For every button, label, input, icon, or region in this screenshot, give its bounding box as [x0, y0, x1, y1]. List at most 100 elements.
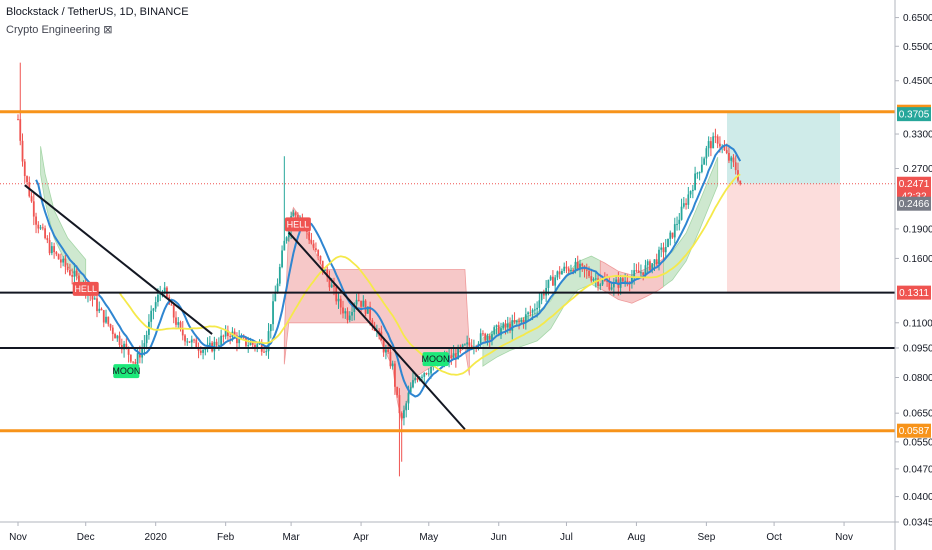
position-target-zone — [727, 111, 840, 184]
candle-body — [563, 266, 566, 272]
long-position-tool[interactable] — [0, 111, 895, 293]
candle-body — [236, 335, 238, 344]
time-tick-label: Jun — [491, 532, 507, 543]
price-tick-label: 0.0950 — [903, 343, 932, 354]
price-axis[interactable]: 0.6500 0.5500 0.4500 0.3300 0.2700 0.1900 0.16… — [894, 0, 932, 550]
candle-body — [337, 298, 340, 302]
candle-body — [405, 403, 408, 411]
candle-body — [394, 363, 396, 387]
price-tick-label: 0.2700 — [903, 164, 932, 175]
candle-body — [351, 312, 353, 316]
candle-body — [78, 275, 80, 287]
time-tick-label: Oct — [766, 532, 782, 543]
candle-body — [46, 238, 49, 241]
candle-body — [522, 319, 525, 324]
price-tag-label: 0.3705 — [899, 110, 930, 121]
candle-body — [680, 206, 683, 220]
candle-body — [384, 349, 387, 353]
candle-body — [62, 258, 65, 263]
candle-body — [32, 201, 35, 217]
signals: HELL MOON HELL MOON — [72, 217, 450, 379]
candle-body — [202, 349, 204, 353]
candle-body — [513, 320, 516, 323]
candle-body — [423, 373, 426, 377]
candle-body — [114, 334, 116, 339]
candle-body — [143, 343, 146, 348]
candle-body — [123, 343, 125, 350]
price-tick-label: 0.0550 — [903, 437, 932, 448]
candle-body — [326, 269, 329, 278]
candle-body — [493, 327, 496, 335]
candle-body — [242, 337, 245, 339]
candle-body — [328, 277, 331, 288]
time-tick-label: Dec — [77, 532, 95, 543]
candle-body — [227, 330, 229, 337]
time-axis[interactable]: Nov Dec 2020 Feb Mar Apr May Jun Jul Aug Sep Oct Nov — [0, 521, 895, 543]
candle-body — [491, 334, 493, 340]
signal-badge — [422, 352, 449, 367]
candle-body — [342, 307, 344, 314]
signal-label: MOON — [422, 354, 450, 364]
candle-body — [463, 344, 466, 346]
candle-body — [723, 146, 726, 151]
candle-body — [154, 302, 157, 309]
candle-body — [125, 343, 128, 348]
candle-body — [574, 261, 577, 272]
candle-body — [603, 280, 606, 282]
candle-body — [556, 271, 559, 278]
candle-body — [581, 263, 584, 266]
candle-body — [482, 333, 484, 335]
candle-body — [495, 325, 498, 328]
candle-body — [524, 314, 527, 324]
candle-body — [145, 334, 148, 344]
candle-body — [396, 386, 399, 396]
candle-body — [321, 260, 324, 271]
candle-body — [461, 344, 464, 348]
candle-body — [536, 307, 539, 310]
candle-body — [296, 215, 299, 219]
horizontal-levels[interactable] — [0, 110, 895, 433]
candle-body — [606, 280, 608, 282]
candle-body — [366, 306, 369, 314]
candle-body — [730, 157, 733, 161]
candle-body — [175, 317, 177, 325]
candle-body — [558, 271, 561, 275]
candle-body — [653, 259, 656, 264]
candle-body — [624, 280, 627, 282]
candle-body — [132, 361, 135, 363]
candle-body — [509, 323, 511, 331]
candle-body — [621, 278, 624, 282]
candle-body — [69, 270, 71, 275]
candle-body — [644, 265, 647, 276]
candle-body — [486, 335, 489, 341]
indicator-legend[interactable]: Crypto Engineering ⊠ — [6, 24, 113, 36]
candle-body — [612, 282, 615, 288]
candle-body — [633, 270, 636, 277]
candle-body — [689, 191, 692, 195]
candle-body — [96, 298, 98, 312]
candle-body — [91, 295, 94, 300]
candle-body — [238, 337, 241, 344]
price-tick-label: 0.0470 — [903, 464, 932, 475]
candle-body — [398, 395, 401, 414]
trendlines[interactable] — [24, 184, 466, 430]
candle-body — [470, 345, 473, 349]
candle-body — [511, 320, 514, 331]
candle-body — [712, 136, 715, 149]
candle-body — [700, 164, 703, 172]
candle-body — [716, 136, 719, 144]
candle-body — [497, 325, 500, 336]
candle-body — [17, 119, 19, 121]
candle-body — [709, 141, 712, 149]
candle-body — [651, 263, 654, 271]
candle-body — [127, 347, 130, 355]
price-tag-label: 0.0587 — [899, 426, 930, 437]
candle-body — [707, 141, 710, 149]
candle-body — [294, 212, 297, 216]
price-tick-label: 0.4500 — [903, 76, 932, 87]
candle-body — [540, 293, 543, 301]
candle-body — [631, 276, 633, 284]
price-tick-label: 0.5500 — [903, 42, 932, 53]
candle-body — [685, 203, 687, 205]
